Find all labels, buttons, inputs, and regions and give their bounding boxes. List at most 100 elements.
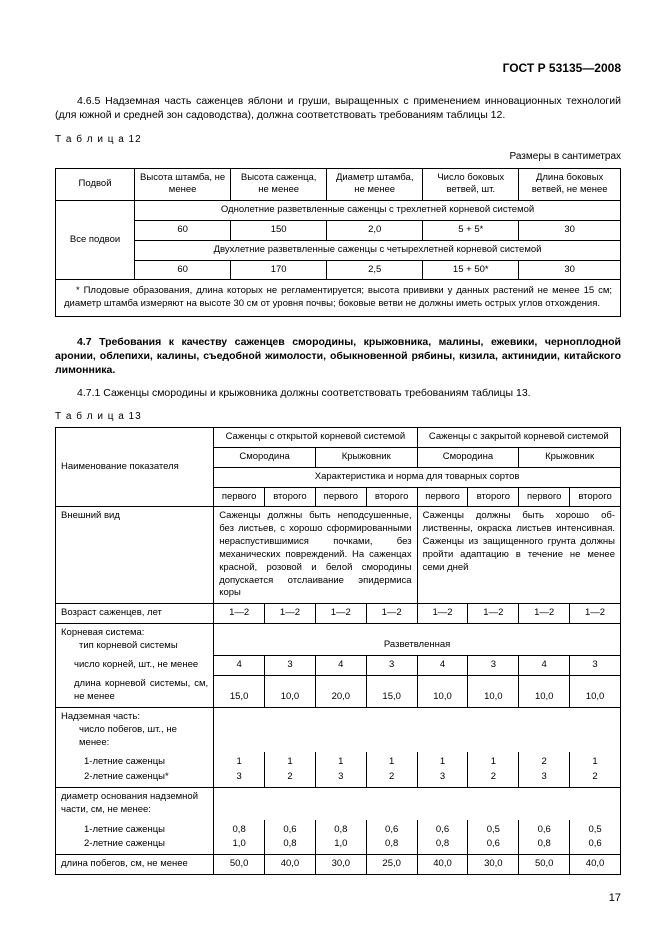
cell: 0,60,8 [366,820,417,855]
cell: 0,60,8 [519,820,570,855]
t13-r-rootcnt: число корней, шт., не менее [56,656,214,676]
blank [214,708,621,753]
t12-h-4: Число боковых ветвей, шт. [423,168,519,201]
t12-h-1: Высота штамба, не менее [135,168,231,201]
cell: 3 [265,656,316,676]
cell: 0,50,6 [570,820,621,855]
t12-r1c3: 2,0 [327,220,423,240]
t12-r1c5: 30 [519,220,621,240]
t12-group1: Однолетние разветвленные саженцы с трехл… [135,201,621,221]
t12-r2c3: 2,5 [327,260,423,280]
cell: 40,0 [417,855,468,875]
t13-h-f1: первого [214,487,265,507]
table12-units: Размеры в сантиметрах [55,150,621,164]
cell: 13 [315,752,366,787]
cell: 25,0 [366,855,417,875]
t13-r-pobeg-let: 1-летние саженцы 2-летние саженцы* [56,752,214,787]
cell: 10,0 [570,675,621,707]
t13-h-s2: второго [366,487,417,507]
lbl-1let: 1-летние саженцы [84,755,208,769]
t12-r2c5: 30 [519,260,621,280]
cell: 4 [417,656,468,676]
t13-h-kryzh1: Крыжовник [315,448,417,468]
cell: 30,0 [315,855,366,875]
t12-r2c4: 15 + 50* [423,260,519,280]
t13-h-s1: второго [265,487,316,507]
cell: 1—2 [265,604,316,624]
cell: 40,0 [570,855,621,875]
t13-r-vid: Внешний вид [56,507,214,604]
page-number: 17 [609,891,621,906]
cell: 13 [214,752,265,787]
t13-r-rootlen: длина корневой системы, см, не менее [56,675,214,707]
cell: 30,0 [468,855,519,875]
cell: 10,0 [417,675,468,707]
t13-h-s4: второго [570,487,621,507]
cell: 4 [315,656,366,676]
t12-h-podvoy: Подвой [56,168,135,201]
t13-h-name: Наименование показателя [56,428,214,507]
cell: 50,0 [214,855,265,875]
pobeg-label: число побегов, шт., не менее: [61,724,208,750]
t12-r1c2: 150 [231,220,327,240]
table13-caption: Т а б л и ц а 13 [55,410,621,424]
cell: 0,60,8 [265,820,316,855]
t13-vid-open: Саженцы должны быть неподсушен­ные, без … [214,507,417,604]
t12-row2: 60 170 2,5 15 + 50* 30 [56,260,621,280]
lbl-2let: 2-летние саженцы* [84,770,208,784]
cell: 0,81,0 [315,820,366,855]
cell: 12 [468,752,519,787]
cell: 1—2 [214,604,265,624]
t12-group2: Двухлетние разветвленные саженцы с четыр… [135,240,621,260]
cell: 10,0 [519,675,570,707]
paragraph-4-7-1: 4.7.1 Саженцы смородины и крыжовника дол… [55,386,621,400]
cell: 3 [366,656,417,676]
t12-r1c1: 60 [135,220,231,240]
cell: 15,0 [214,675,265,707]
t12-h-5: Длина боковых ветвей, не менее [519,168,621,201]
paragraph-4-6-5: 4.6.5 Надземная часть саженцев яблони и … [55,94,621,122]
cell: 12 [366,752,417,787]
t13-h-smor1: Смородина [214,448,316,468]
cell: 15,0 [366,675,417,707]
cell: 3 [468,656,519,676]
cell: 4 [519,656,570,676]
t12-r2c1: 60 [135,260,231,280]
t13-root-type: Разветвленная [214,623,621,655]
t13-h-closed: Саженцы с закрытой корневой системой [417,428,620,448]
cell: 10,0 [265,675,316,707]
cell: 1—2 [366,604,417,624]
t13-r-age: Возраст саженцев, лет [56,604,214,624]
document-code: ГОСТ Р 53135—2008 [55,60,621,76]
table12-note: * Плодовые образования, длина которых не… [55,280,621,317]
t13-r-diam: диаметр основания надземной части, см, н… [56,787,214,819]
table-13: Наименование показателя Саженцы с открыт… [55,427,621,875]
cell: 1—2 [570,604,621,624]
cell: 20,0 [315,675,366,707]
cell: 3 [570,656,621,676]
t12-row1: 60 150 2,0 5 + 5* 30 [56,220,621,240]
cell: 1—2 [468,604,519,624]
cell: 1—2 [519,604,570,624]
t12-podvoy: Все подвои [56,201,135,280]
blank [214,787,621,819]
t13-r-dlina: длина побегов, см, не менее [56,855,214,875]
t13-h-smor2: Смородина [417,448,519,468]
root-sys-label: Корневая система: [61,627,208,640]
lbl-1letd: 1-летние саженцы [84,823,208,837]
t13-r-diam-let: 1-летние саженцы 2-летние саженцы [56,820,214,855]
cell: 13 [417,752,468,787]
t12-r2c2: 170 [231,260,327,280]
t13-h-open: Саженцы с открытой корневой системой [214,428,417,448]
section-4-7-title: 4.7 Требования к качеству саженцев сморо… [55,335,621,378]
cell: 1—2 [315,604,366,624]
t13-h-f2: первого [315,487,366,507]
t13-r-nadz: Надземная часть: число побегов, шт., не … [56,708,214,753]
cell: 0,50,6 [468,820,519,855]
cell: 4 [214,656,265,676]
t12-h-3: Диаметр штамба, не менее [327,168,423,201]
cell: 40,0 [265,855,316,875]
t12-h-2: Высота саженца, не менее [231,168,327,201]
cell: 10,0 [468,675,519,707]
table12-caption: Т а б л и ц а 12 [55,133,621,147]
